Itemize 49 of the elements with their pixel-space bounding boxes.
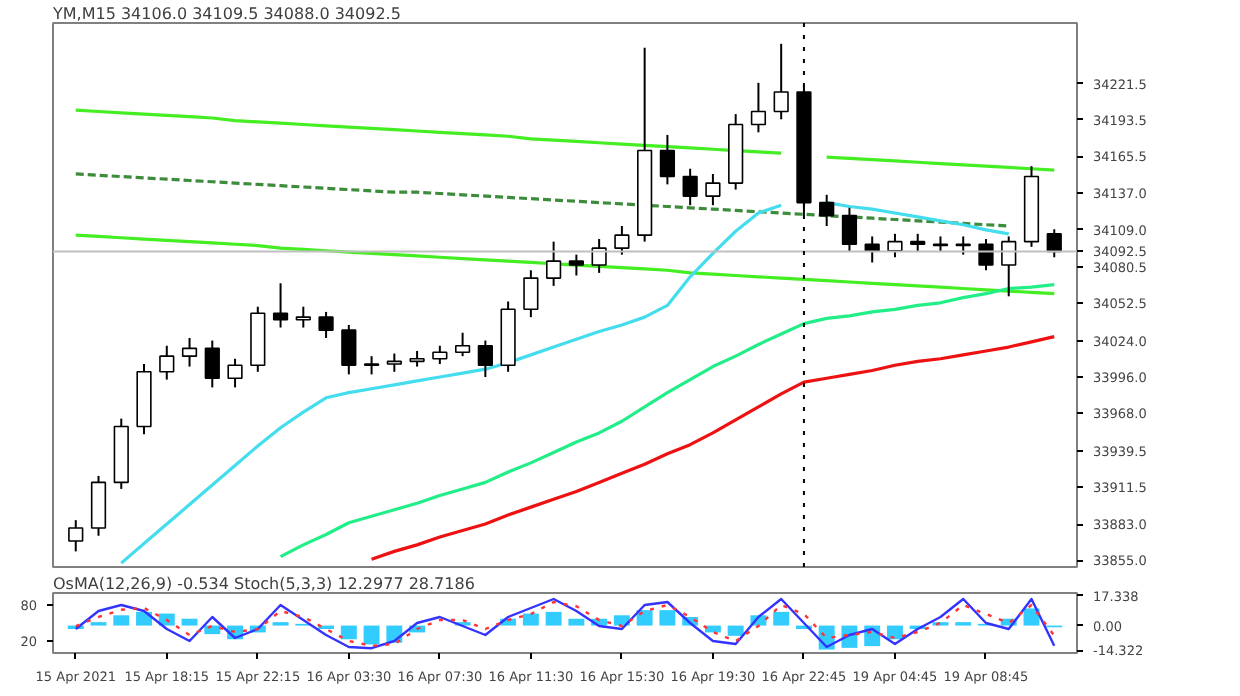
bar <box>568 618 585 626</box>
bar <box>113 615 130 626</box>
candlestick <box>1001 235 1017 298</box>
candlestick <box>682 167 698 207</box>
bar <box>727 625 744 636</box>
candlestick <box>477 339 493 378</box>
candlestick <box>227 357 243 389</box>
candlestick <box>568 253 584 277</box>
candlestick <box>819 193 835 228</box>
candlestick <box>523 269 539 319</box>
bar <box>1023 608 1040 626</box>
candlestick <box>705 172 721 207</box>
chart-title: OsMA(12,26,9) -0.534 Stoch(5,3,3) 12.2977 28.7186 <box>53 575 475 593</box>
candlestick <box>181 336 198 368</box>
candlestick <box>454 331 471 358</box>
candlestick <box>978 238 994 272</box>
candlestick <box>773 42 789 121</box>
candlestick <box>910 232 926 254</box>
bar <box>363 625 380 645</box>
candlestick <box>90 474 107 537</box>
candlestick <box>955 235 971 256</box>
candlestick <box>295 305 311 329</box>
candlestick <box>591 238 607 274</box>
candlestick <box>750 81 767 134</box>
candlestick <box>204 339 220 389</box>
chart-title: YM,M15 34106.0 34109.5 34088.0 34092.5 <box>51 5 401 23</box>
bar <box>522 613 539 626</box>
bar <box>545 611 562 626</box>
candlestick <box>159 344 175 381</box>
bar <box>659 610 676 626</box>
candlestick <box>386 352 402 373</box>
bar <box>181 618 198 626</box>
candlestick <box>68 519 84 553</box>
bar <box>636 610 653 626</box>
line-series <box>74 233 1056 296</box>
bar <box>340 625 357 640</box>
candlestick <box>841 206 858 254</box>
candlestick <box>363 355 380 376</box>
candlestick <box>272 282 289 329</box>
candlestick <box>546 240 562 287</box>
bar <box>136 611 152 626</box>
line-series <box>369 335 1056 561</box>
line-series <box>278 282 1056 559</box>
candlestick <box>318 310 334 339</box>
bar <box>773 611 790 626</box>
candlestick <box>614 225 630 256</box>
candlestick <box>432 344 448 365</box>
candlestick <box>659 133 676 186</box>
candlestick <box>341 323 357 376</box>
